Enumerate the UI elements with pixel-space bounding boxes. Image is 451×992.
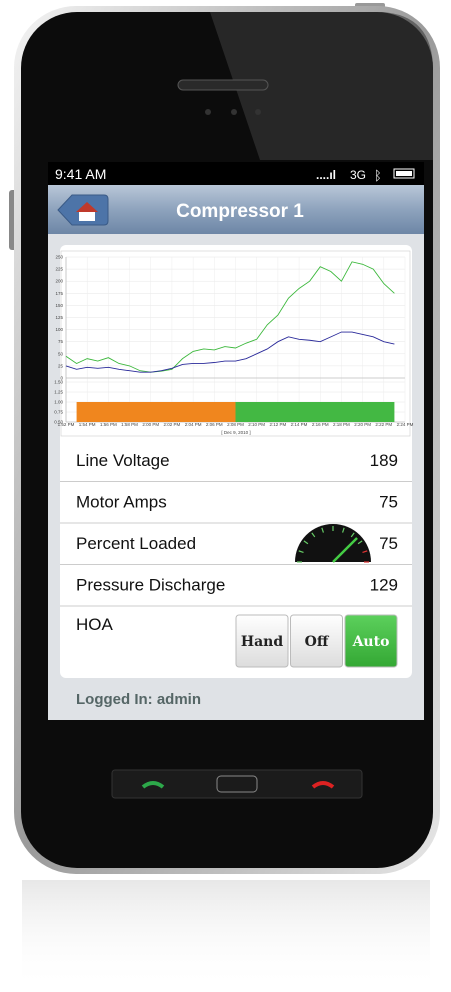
row-label: Percent Loaded — [76, 534, 196, 553]
x-tick-label: 1:52 PM — [58, 422, 75, 427]
x-tick-label: 1:58 PM — [121, 422, 138, 427]
phone-mockup: 9:41 AM 3G ....ıl ᛒ Compressor 1 0255075… — [0, 0, 451, 992]
x-tick-label: 2:16 PM — [312, 422, 329, 427]
x-tick-label: 2:06 PM — [206, 422, 223, 427]
x-tick-label: 1:54 PM — [79, 422, 96, 427]
x-tick-label: 1:56 PM — [100, 422, 117, 427]
bluetooth-icon: ᛒ — [374, 168, 382, 183]
status-network: 3G — [350, 168, 366, 182]
y-tick-label: 250 — [55, 255, 63, 260]
y-tick-label: 25 — [58, 363, 64, 368]
hoa-label: HOA — [76, 615, 114, 634]
row-value: 75 — [379, 493, 398, 512]
row-value: 129 — [370, 576, 398, 595]
hoa-button-label: Off — [305, 634, 330, 650]
row-label: Pressure Discharge — [76, 576, 225, 595]
reflection — [22, 880, 430, 990]
x-tick-label: 2:22 PM — [375, 422, 392, 427]
y-tick-label: 1.25 — [54, 390, 63, 395]
y-tick-label: 0.75 — [54, 410, 63, 415]
y-tick-label: 200 — [55, 279, 63, 284]
y-tick-label: 125 — [55, 315, 63, 320]
y-tick-label: 1.50 — [54, 380, 63, 385]
x-tick-label: 2:02 PM — [164, 422, 181, 427]
x-tick-label: 2:18 PM — [333, 422, 350, 427]
sensor — [205, 109, 211, 115]
x-tick-label: 2:00 PM — [142, 422, 159, 427]
hoa-button-label: Hand — [241, 634, 283, 650]
nav-title: Compressor 1 — [176, 201, 304, 222]
signal-icon: ....ıl — [316, 168, 336, 182]
footer-text: Logged In: admin — [76, 691, 201, 708]
hoa-button-label: Auto — [352, 634, 390, 650]
x-tick-label: 2:10 PM — [248, 422, 265, 427]
state-bar — [77, 402, 236, 422]
state-bar — [236, 402, 395, 422]
y-tick-label: 75 — [58, 339, 64, 344]
battery-level — [396, 171, 412, 176]
hoa-buttons: Hand Off Auto — [236, 615, 397, 667]
y-tick-label: 100 — [55, 327, 63, 332]
x-axis-label: [ Dec 9, 2010 ] — [221, 430, 250, 435]
y-tick-label: 1.00 — [54, 400, 63, 405]
x-tick-label: 2:04 PM — [185, 422, 202, 427]
house-icon — [79, 212, 95, 221]
x-tick-label: 2:24 PM — [397, 422, 414, 427]
status-time: 9:41 AM — [55, 166, 106, 182]
y-tick-label: 50 — [58, 351, 64, 356]
speaker — [178, 80, 268, 90]
x-tick-label: 2:08 PM — [227, 422, 244, 427]
y-tick-label: 225 — [55, 267, 63, 272]
row-label: Motor Amps — [76, 493, 167, 512]
row-label: Line Voltage — [76, 451, 170, 470]
x-tick-label: 2:14 PM — [291, 422, 308, 427]
x-tick-label: 2:20 PM — [354, 422, 371, 427]
x-tick-label: 2:12 PM — [269, 422, 286, 427]
camera — [255, 109, 261, 115]
row-value: 189 — [370, 451, 398, 470]
row-value: 75 — [379, 534, 398, 553]
y-tick-label: 175 — [55, 291, 63, 296]
y-tick-label: 150 — [55, 303, 63, 308]
page: { "status_bar": {"time": "9:41 AM", "net… — [0, 0, 451, 992]
sensor — [231, 109, 237, 115]
